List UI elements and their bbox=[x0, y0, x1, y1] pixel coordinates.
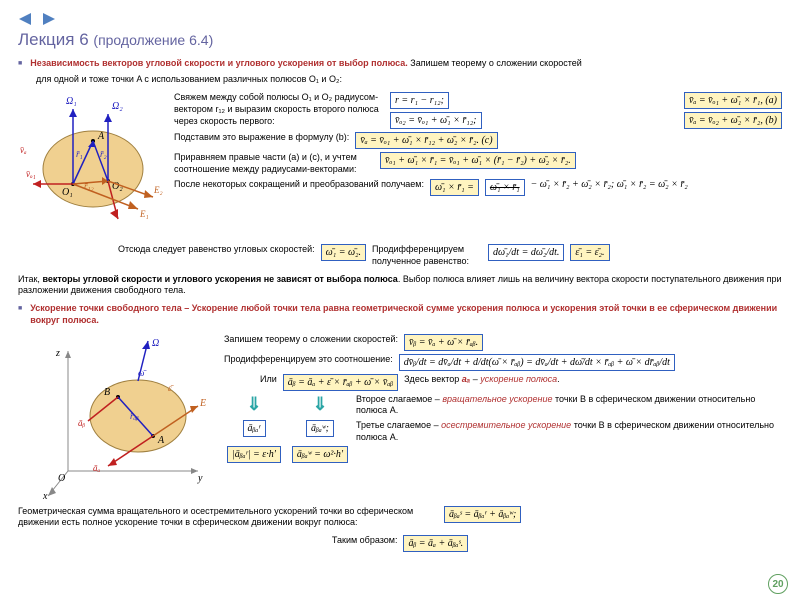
s1-line2: для одной и тоже точки A с использование… bbox=[36, 74, 782, 86]
svg-text:r̄ₐᵦ: r̄ₐᵦ bbox=[130, 411, 139, 421]
s1-heading-rest: Запишем теорему о сложении скоростей bbox=[408, 58, 582, 68]
s1-p3: Приравняем правые части (a) и (c), и учт… bbox=[174, 152, 374, 175]
formula-v2: v̄ₒ₂ = v̄ₒ₁ + ω̄₁ × r̄₁₂; bbox=[390, 112, 482, 129]
svg-text:āₐ: āₐ bbox=[93, 463, 101, 473]
section2-heading: Ускорение точки свободного тела – Ускоре… bbox=[30, 303, 782, 326]
formula-dv: dv̄ᵦ/dt = dv̄ₐ/dt + d/dt(ω̄ × r̄ₐᵦ) = dv… bbox=[399, 354, 675, 371]
formula-box2: āᵦₐʷ = ω²·h′ bbox=[292, 446, 348, 463]
s2-p6a: Третье слагаемое – bbox=[356, 420, 441, 430]
svg-text:āᵦ: āᵦ bbox=[78, 418, 86, 428]
s2-p6: Третье слагаемое – осестремительное уско… bbox=[356, 420, 782, 443]
s2-p8: Таким образом: bbox=[332, 535, 398, 547]
svg-text:E₁: E₁ bbox=[139, 209, 149, 219]
formula-box1: |āᵦₐʳ| = ε·h′ bbox=[227, 446, 281, 463]
s2-p1: Запишем теорему о сложении скоростей: bbox=[224, 334, 398, 346]
title-main: Лекция 6 bbox=[18, 30, 89, 49]
s2-p4c: – bbox=[470, 374, 480, 384]
formula-aw: āᵦₐʷ; bbox=[306, 420, 334, 437]
formula-b: v̄ₐ = v̄ₒ₂ + ω̄₂ × r̄₂, (b) bbox=[684, 112, 782, 129]
formula-eps: ε̄₁ = ε̄₂. bbox=[570, 244, 609, 261]
svg-text:ω̄: ω̄ bbox=[138, 368, 147, 378]
formula-acc: āᵦ = āₐ + ε̄ × r̄ₐᵦ + ω̄ × v̄ₐᵦ bbox=[283, 374, 398, 391]
svg-text:O₁: O₁ bbox=[62, 187, 73, 198]
s1-p5: Отсюда следует равенство угловых скорост… bbox=[118, 244, 315, 256]
svg-text:B: B bbox=[104, 387, 110, 398]
section1-heading: Независимость векторов угловой скорости … bbox=[30, 58, 582, 70]
svg-text:v̄ₒ₁: v̄ₒ₁ bbox=[26, 169, 36, 179]
svg-text:A: A bbox=[157, 435, 165, 446]
svg-text:v̄ₐ: v̄ₐ bbox=[20, 145, 27, 155]
svg-text:y: y bbox=[197, 473, 203, 484]
svg-text:Ω₁: Ω₁ bbox=[66, 96, 77, 107]
s1-c1b: векторы угловой скорости и углового уско… bbox=[42, 274, 397, 284]
s1-p1: Свяжем между собой полюсы O₁ и O₂ радиус… bbox=[174, 92, 384, 127]
s1-c1a: Итак, bbox=[18, 274, 42, 284]
diagram-2: z y x O A B Ω E āₐ āᵦ ω̄ ε̄ r̄ₐᵦ bbox=[38, 331, 218, 503]
arrow-down-icon: ⇓ bbox=[246, 394, 261, 414]
s2-p5b: вращательное ускорение bbox=[442, 394, 552, 404]
formula-eq2b: ω̄₁ × r̄₁ bbox=[485, 179, 525, 196]
s2-p5: Второе слагаемое – вращательное ускорени… bbox=[356, 394, 782, 417]
formula-r: r = r₁ − r₁₂; bbox=[390, 92, 449, 109]
svg-text:r̄₁₂: r̄₁₂ bbox=[84, 181, 94, 191]
svg-text:Ω: Ω bbox=[152, 338, 159, 349]
svg-text:E: E bbox=[199, 398, 206, 409]
s2-p3: Или bbox=[260, 374, 277, 386]
s1-p6: Продифференцируем полученное равенство: bbox=[372, 244, 482, 267]
svg-text:O: O bbox=[58, 473, 65, 484]
formula-v: v̄ᵦ = v̄ₐ + ω̄ × r̄ₐᵦ. bbox=[404, 334, 483, 351]
formula-eq2a: ω̄₁ × r̄₁ = bbox=[430, 179, 479, 196]
s1-heading-red: Независимость векторов угловой скорости … bbox=[30, 58, 408, 68]
next-button[interactable] bbox=[40, 12, 56, 26]
s2-p6b: осестремительное ускорение bbox=[441, 420, 571, 430]
formula-eq2c: − ω̄₁ × r̄₂ + ω̄₂ × r̄₂; ω̄₁ × r̄₂ = ω̄₂… bbox=[531, 179, 688, 190]
svg-text:r̄₁: r̄₁ bbox=[76, 149, 83, 159]
s2-p5a: Второе слагаемое – bbox=[356, 394, 442, 404]
page-number: 20 bbox=[768, 574, 788, 594]
s2-heading-red: Ускорение точки свободного тела bbox=[30, 303, 182, 313]
s2-p4b: aₐ bbox=[462, 374, 470, 384]
formula-domega: dω̄₁/dt = dω̄₂/dt. bbox=[488, 244, 564, 261]
s2-p2: Продифференцируем это соотношение: bbox=[224, 354, 393, 366]
svg-text:A: A bbox=[97, 131, 105, 142]
svg-text:E₂: E₂ bbox=[153, 185, 163, 195]
svg-text:z: z bbox=[55, 348, 60, 359]
formula-eq1: v̄ₒ₁ + ω̄₁ × r̄₁ = v̄ₒ₁ + ω̄₁ × (r̄₁ − r… bbox=[380, 152, 576, 169]
s1-p2: Подставим это выражение в формулу (b): bbox=[174, 132, 349, 144]
title-sub: (продолжение 6.4) bbox=[93, 32, 213, 48]
s2-p4a: Здесь вектор bbox=[404, 374, 462, 384]
page-title: Лекция 6 (продолжение 6.4) bbox=[18, 30, 782, 50]
svg-text:r̄₂: r̄₂ bbox=[100, 149, 107, 159]
s1-conclusion: Итак, векторы угловой скорости и угловог… bbox=[18, 274, 782, 297]
formula-a: v̄ₐ = v̄ₒ₁ + ω̄₁ × r̄₁, (a) bbox=[684, 92, 782, 109]
formula-omega: ω̄₁ = ω̄₂. bbox=[321, 244, 366, 261]
s2-p7: Геометрическая сумма вращательного и осе… bbox=[18, 506, 438, 529]
svg-text:x: x bbox=[42, 491, 48, 501]
arrow-down-icon: ⇓ bbox=[312, 394, 327, 414]
s2-p4d: ускорение полюса bbox=[480, 374, 557, 384]
svg-text:Ω₂: Ω₂ bbox=[112, 101, 123, 112]
prev-button[interactable] bbox=[18, 12, 34, 26]
formula-sph: āᵦₐˢ = āᵦₐʳ + āᵦₐʷ; bbox=[444, 506, 521, 523]
diagram-1: A O₁ O₂ Ω₁ Ω₂ r̄₁ r̄₂ r̄₁₂ v̄ₒ₁ v̄ₐ E₁ bbox=[18, 89, 168, 241]
formula-ar: āᵦₐʳ bbox=[243, 420, 266, 437]
s1-p4: После некоторых сокращений и преобразова… bbox=[174, 179, 424, 191]
s2-p4: Здесь вектор aₐ – ускорение полюса. bbox=[404, 374, 559, 386]
formula-final: āᵦ = āₐ + āᵦₐˢ. bbox=[403, 535, 468, 552]
formula-c: v̄ₐ = v̄ₒ₁ + ω̄₁ × r̄₁₂ + ω̄₂ × r̄₂. (c) bbox=[355, 132, 497, 149]
